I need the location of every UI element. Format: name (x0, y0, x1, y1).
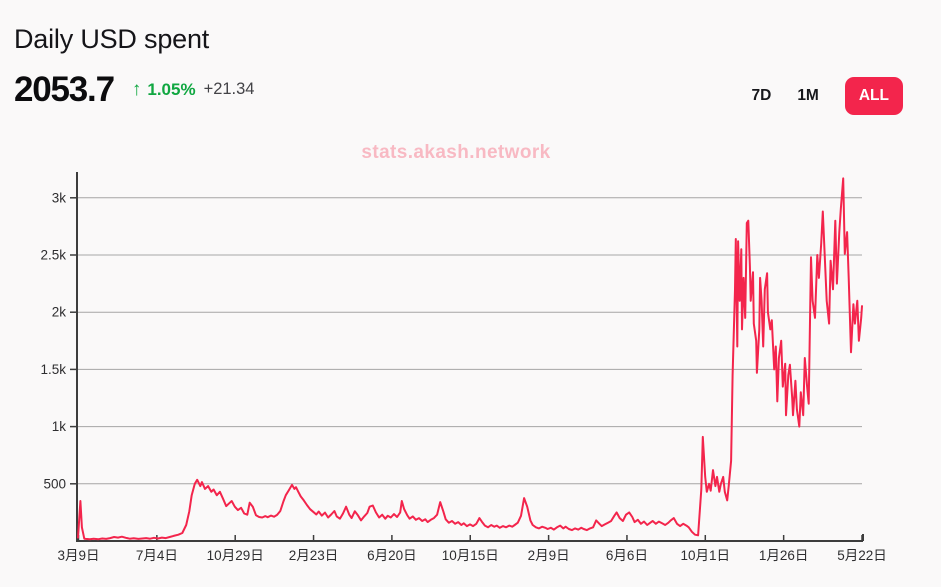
x-axis-tick-label: 10月15日 (442, 548, 499, 563)
page-title: Daily USD spent (14, 24, 210, 54)
change-absolute: +21.34 (203, 80, 255, 99)
x-axis-tick-label: 7月4日 (136, 548, 178, 563)
range-7d-button[interactable]: 7D (751, 87, 772, 104)
range-selector: 7D 1M ALL (751, 77, 903, 115)
range-all-button[interactable]: ALL (844, 77, 903, 115)
daily-usd-spent-line (77, 177, 863, 541)
y-axis-tick-label: 3k (52, 190, 67, 205)
y-axis-tick-label: 2.5k (40, 248, 66, 263)
y-axis-tick-label: 1k (52, 419, 67, 434)
x-axis-tick-label: 2月23日 (289, 548, 339, 563)
x-axis-tick-label: 10月1日 (681, 548, 731, 563)
y-axis-tick-label: 1.5k (40, 362, 66, 377)
metric-row: 2053.7 ↑ 1.05% +21.34 (14, 72, 255, 107)
metric-value: 2053.7 (14, 70, 115, 109)
x-axis-tick-label: 1月26日 (759, 548, 809, 563)
range-1m-button[interactable]: 1M (797, 87, 819, 104)
y-axis-tick-label: 500 (43, 476, 66, 491)
y-axis-tick-label: 2k (52, 305, 67, 320)
x-axis-tick-label: 6月20日 (367, 548, 417, 563)
x-axis-tick-label: 2月9日 (528, 548, 570, 563)
change-percent: 1.05% (147, 80, 196, 99)
change-group: ↑ 1.05% (132, 80, 196, 99)
x-axis-tick-label: 5月22日 (837, 548, 887, 563)
x-axis-tick-label: 3月9日 (57, 548, 99, 563)
x-axis-tick-label: 10月29日 (207, 548, 264, 563)
x-axis-tick-label: 6月6日 (606, 548, 648, 563)
watermark: stats.akash.network (361, 142, 551, 163)
up-arrow-icon: ↑ (131, 79, 142, 100)
